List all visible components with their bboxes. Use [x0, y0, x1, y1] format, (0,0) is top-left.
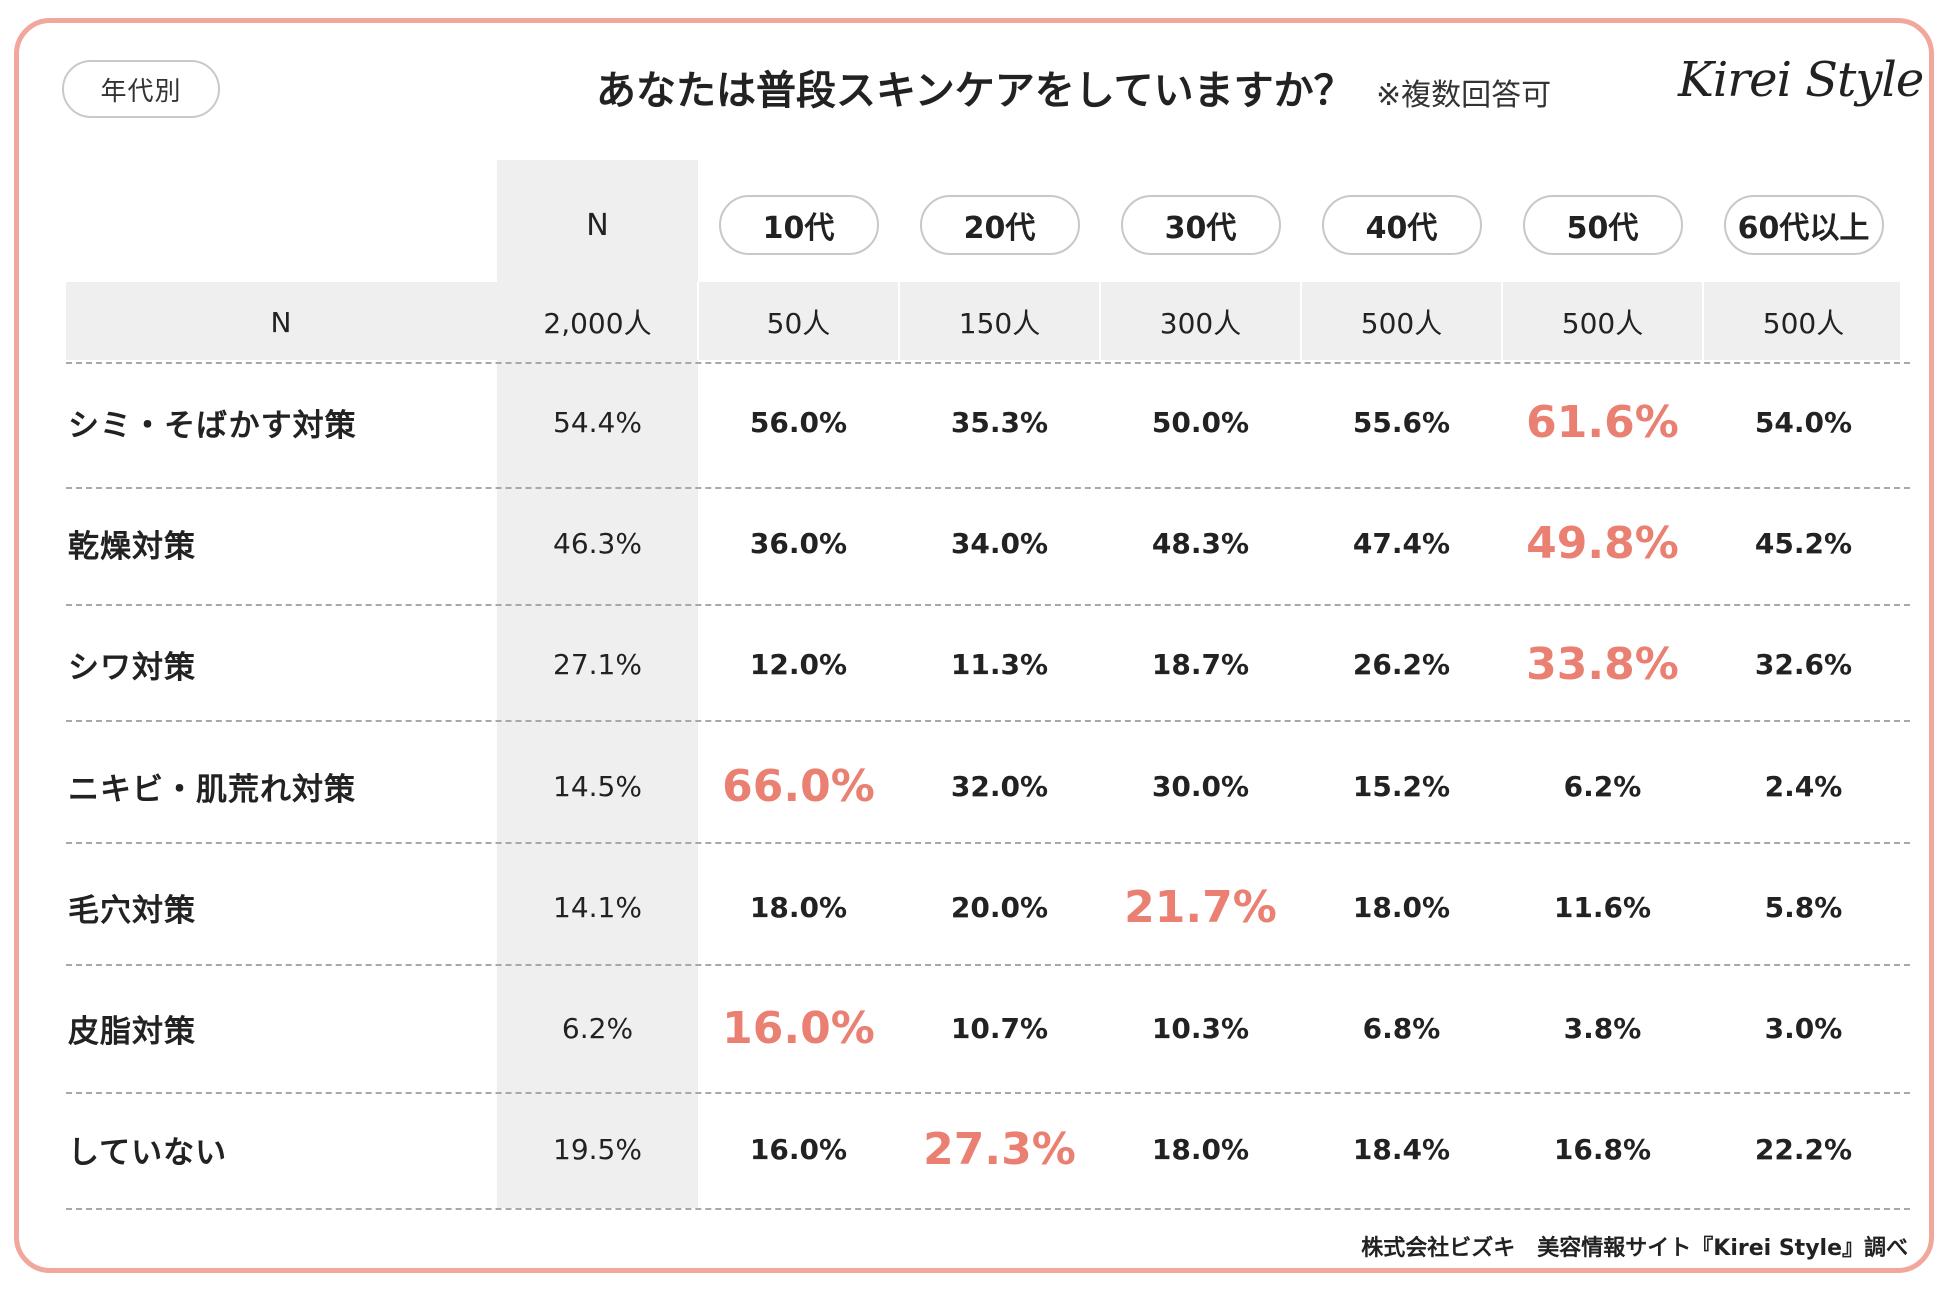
value-cell: 6.2%	[1563, 769, 1642, 803]
highlighted-value-cell: 49.8%	[1526, 517, 1679, 569]
highlighted-value-cell: 66.0%	[722, 760, 875, 812]
value-cell: 48.3%	[1151, 526, 1250, 560]
column-header-age: 10代	[718, 195, 879, 255]
total-value-cell: 54.4%	[553, 405, 642, 439]
value-cell: 32.6%	[1754, 647, 1853, 681]
row-label: ニキビ・肌荒れ対策	[68, 771, 356, 808]
sample-size-band	[66, 282, 1900, 360]
row-divider	[66, 1092, 1910, 1094]
value-cell: 18.0%	[749, 890, 848, 924]
value-cell: 10.7%	[950, 1011, 1049, 1045]
value-cell: 16.0%	[749, 1132, 848, 1166]
column-header-age: 60代以上	[1723, 195, 1884, 255]
column-header-total: N	[586, 207, 609, 243]
row-divider	[66, 720, 1910, 722]
column-header-age: 50代	[1522, 195, 1683, 255]
sample-size-cell: 500人	[1360, 307, 1443, 340]
value-cell: 50.0%	[1151, 405, 1250, 439]
value-cell: 11.6%	[1553, 890, 1652, 924]
column-header-age: 30代	[1120, 195, 1281, 255]
column-separator	[1300, 282, 1302, 360]
value-cell: 6.8%	[1362, 1011, 1441, 1045]
row-divider	[66, 842, 1910, 844]
column-separator	[898, 282, 900, 360]
value-cell: 10.3%	[1151, 1011, 1250, 1045]
sample-size-cell: 150人	[958, 307, 1041, 340]
total-value-cell: 46.3%	[553, 526, 642, 560]
value-cell: 18.7%	[1151, 647, 1250, 681]
value-cell: 2.4%	[1764, 769, 1843, 803]
highlighted-value-cell: 16.0%	[722, 1002, 875, 1054]
row-divider	[66, 1208, 1910, 1210]
value-cell: 16.8%	[1553, 1132, 1652, 1166]
row-label: 乾燥対策	[68, 528, 196, 565]
row-label: 毛穴対策	[68, 892, 196, 929]
row-divider	[66, 604, 1910, 606]
total-value-cell: 27.1%	[553, 647, 642, 681]
total-value-cell: 14.5%	[553, 769, 642, 803]
highlighted-value-cell: 33.8%	[1526, 638, 1679, 690]
value-cell: 47.4%	[1352, 526, 1451, 560]
value-cell: 22.2%	[1754, 1132, 1853, 1166]
column-separator	[1501, 282, 1503, 360]
value-cell: 20.0%	[950, 890, 1049, 924]
value-cell: 55.6%	[1352, 405, 1451, 439]
sample-size-cell: 300人	[1159, 307, 1242, 340]
row-label: シミ・そばかす対策	[68, 407, 357, 444]
row-label: していない	[68, 1134, 228, 1171]
value-cell: 45.2%	[1754, 526, 1853, 560]
column-separator	[1099, 282, 1101, 360]
kirei-style-logo: Kirei Style	[1678, 52, 1924, 108]
value-cell: 30.0%	[1151, 769, 1250, 803]
value-cell: 35.3%	[950, 405, 1049, 439]
value-cell: 15.2%	[1352, 769, 1451, 803]
sample-row-label: N	[270, 305, 292, 339]
highlighted-value-cell: 61.6%	[1526, 396, 1679, 448]
column-separator	[697, 282, 699, 360]
value-cell: 11.3%	[950, 647, 1049, 681]
total-value-cell: 6.2%	[561, 1011, 634, 1045]
row-label: 皮脂対策	[68, 1013, 196, 1050]
value-cell: 3.8%	[1563, 1011, 1642, 1045]
total-value-cell: 14.1%	[553, 890, 642, 924]
column-separator	[1702, 282, 1704, 360]
source-credit: 株式会社ビズキ 美容情報サイト『Kirei Style』調べ	[1361, 1236, 1908, 1261]
value-cell: 5.8%	[1764, 890, 1843, 924]
value-cell: 36.0%	[749, 526, 848, 560]
highlighted-value-cell: 21.7%	[1124, 881, 1277, 933]
value-cell: 18.0%	[1352, 890, 1451, 924]
value-cell: 18.4%	[1352, 1132, 1451, 1166]
value-cell: 26.2%	[1352, 647, 1451, 681]
row-divider	[66, 362, 1910, 364]
sample-size-cell: 500人	[1762, 307, 1845, 340]
column-header-age: 40代	[1321, 195, 1482, 255]
row-divider	[66, 487, 1910, 489]
row-label: シワ対策	[68, 649, 196, 686]
sample-size-cell: 2,000人	[543, 307, 652, 340]
chart-title: あなたは普段スキンケアをしていますか？	[596, 68, 1354, 114]
multiple-answer-note: ※複数回答可	[1376, 78, 1552, 113]
value-cell: 18.0%	[1151, 1132, 1250, 1166]
value-cell: 12.0%	[749, 647, 848, 681]
column-header-age: 20代	[919, 195, 1080, 255]
value-cell: 3.0%	[1764, 1011, 1843, 1045]
row-divider	[66, 964, 1910, 966]
value-cell: 56.0%	[749, 405, 848, 439]
value-cell: 54.0%	[1754, 405, 1853, 439]
value-cell: 32.0%	[950, 769, 1049, 803]
sample-size-cell: 500人	[1561, 307, 1644, 340]
total-value-cell: 19.5%	[553, 1132, 642, 1166]
sample-size-cell: 50人	[766, 307, 831, 340]
age-group-tag: 年代別	[62, 60, 220, 118]
highlighted-value-cell: 27.3%	[923, 1123, 1076, 1175]
value-cell: 34.0%	[950, 526, 1049, 560]
